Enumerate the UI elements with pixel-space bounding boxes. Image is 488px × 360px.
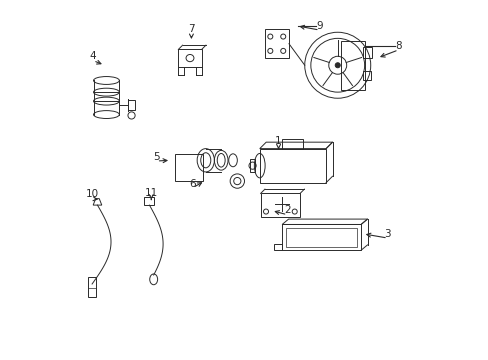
Text: 6: 6 bbox=[189, 179, 195, 189]
Bar bbox=[178, 49, 201, 67]
Text: 7: 7 bbox=[188, 24, 194, 35]
Bar bbox=[282, 139, 303, 149]
Bar bbox=[259, 149, 325, 183]
Bar bbox=[362, 71, 370, 80]
Bar bbox=[174, 154, 202, 181]
Bar bbox=[260, 193, 300, 217]
Text: 8: 8 bbox=[395, 41, 401, 50]
Bar bbox=[88, 277, 96, 297]
Text: 10: 10 bbox=[85, 189, 99, 199]
Bar bbox=[128, 100, 135, 110]
Text: 9: 9 bbox=[316, 21, 323, 31]
Bar bbox=[285, 228, 357, 247]
Text: 11: 11 bbox=[144, 188, 158, 198]
Circle shape bbox=[335, 63, 340, 68]
Bar bbox=[144, 197, 154, 205]
Text: 1: 1 bbox=[275, 136, 281, 145]
Bar bbox=[264, 30, 288, 58]
Bar bbox=[282, 225, 360, 250]
Text: 4: 4 bbox=[90, 51, 96, 61]
Bar bbox=[362, 47, 371, 58]
Bar bbox=[341, 41, 364, 90]
Text: 3: 3 bbox=[384, 229, 390, 239]
Text: 5: 5 bbox=[153, 152, 160, 162]
Text: 2: 2 bbox=[284, 206, 290, 216]
